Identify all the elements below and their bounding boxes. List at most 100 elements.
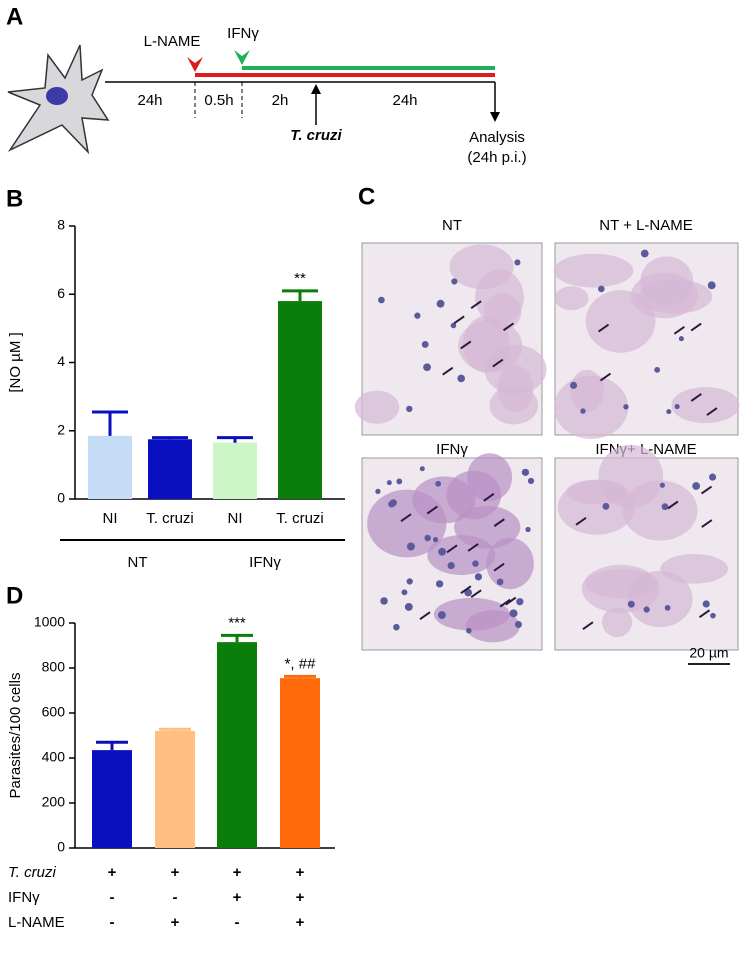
bar	[148, 439, 192, 499]
condition-sign: +	[296, 914, 305, 931]
bar	[213, 442, 257, 499]
x-tick-label: NI	[228, 510, 243, 527]
parasite	[437, 611, 446, 619]
condition-sign: -	[235, 914, 240, 931]
cell-blob	[554, 286, 589, 311]
cell-blob	[553, 253, 634, 288]
cell-blob	[553, 375, 629, 439]
error-bar	[92, 410, 128, 436]
y-tick-label: 600	[42, 704, 66, 720]
condition-sign: +	[296, 864, 305, 881]
parasite	[627, 600, 635, 608]
arrow	[460, 340, 472, 350]
condition-label: L-NAME	[8, 914, 65, 931]
image-title: NT + L-NAME	[599, 217, 693, 234]
cell-blob	[354, 390, 400, 424]
bar	[280, 678, 320, 848]
condition-sign: +	[296, 889, 305, 906]
arrow	[690, 393, 702, 402]
parasite	[435, 580, 444, 588]
image-title: NT	[442, 217, 462, 234]
arrow	[698, 609, 711, 619]
arrow	[706, 407, 718, 416]
cell-blob	[489, 385, 539, 425]
parasite	[406, 578, 413, 585]
x-tick-label: T. cruzi	[276, 510, 324, 527]
parasite	[580, 408, 586, 414]
cell-blob	[627, 570, 693, 628]
arrow	[599, 372, 612, 382]
condition-label: T. cruzi	[8, 864, 56, 881]
parasite	[404, 602, 413, 611]
error-bar	[217, 436, 253, 443]
parasite	[447, 562, 455, 570]
y-tick-label: 4	[57, 353, 65, 369]
parasite	[438, 547, 447, 556]
parasite	[406, 542, 415, 551]
arrow	[597, 323, 610, 333]
arrow	[492, 358, 504, 368]
parasite	[466, 627, 472, 634]
error-bar	[96, 740, 128, 751]
y-tick-label: 200	[42, 794, 66, 810]
cell-blob	[412, 476, 476, 524]
parasite	[659, 482, 665, 488]
parasite	[509, 609, 518, 618]
parasite	[514, 621, 522, 629]
duration: 2h	[272, 92, 289, 109]
group-label: IFNγ	[249, 554, 281, 571]
parasite	[496, 578, 504, 586]
parasite	[602, 502, 610, 510]
panel-label: D	[6, 582, 23, 609]
micrographs	[354, 242, 740, 651]
parasite	[406, 405, 413, 413]
arrow	[582, 621, 594, 631]
parasite	[388, 500, 395, 508]
error-bar	[284, 674, 316, 679]
condition-sign: -	[173, 889, 178, 906]
cell-blob	[465, 610, 520, 643]
y-tick-label: 6	[57, 285, 65, 301]
parasite	[378, 296, 385, 304]
parasite	[393, 623, 400, 631]
parasite	[450, 322, 457, 329]
ifn-arrow	[234, 50, 250, 65]
arrow	[470, 589, 482, 599]
parasite	[666, 409, 672, 415]
parasite	[692, 482, 701, 490]
parasite	[436, 299, 445, 308]
arrow	[446, 544, 458, 554]
significance: **	[294, 270, 306, 287]
cell-blob	[449, 244, 514, 290]
parasite	[654, 366, 661, 373]
condition-sign: +	[108, 864, 117, 881]
y-tick-label: 2	[57, 421, 65, 437]
arrow	[493, 518, 505, 527]
parasite	[521, 468, 530, 476]
bar	[155, 731, 195, 848]
group-label: NT	[128, 554, 148, 571]
y-tick-label: 1000	[34, 614, 65, 630]
treatment-label: L-NAME	[144, 33, 201, 50]
parasite	[375, 488, 381, 495]
arrow	[575, 517, 587, 526]
significance: *, ##	[285, 655, 317, 672]
panel-label: A	[6, 3, 23, 30]
bar	[217, 642, 257, 848]
cell-blob	[467, 453, 513, 502]
parasite	[707, 281, 716, 290]
analysis-label: Analysis	[469, 129, 525, 146]
duration: 24h	[392, 92, 417, 109]
y-tick-label: 400	[42, 749, 66, 765]
panel-label: B	[6, 185, 23, 212]
parasite	[396, 478, 403, 485]
cell-blob	[484, 344, 547, 395]
parasite	[674, 404, 680, 410]
arrow	[673, 325, 685, 335]
arrow	[419, 611, 431, 620]
arrow	[499, 598, 511, 608]
cell-blob	[566, 479, 628, 505]
scale-label: 20 µm	[689, 645, 728, 661]
parasite	[435, 480, 442, 487]
